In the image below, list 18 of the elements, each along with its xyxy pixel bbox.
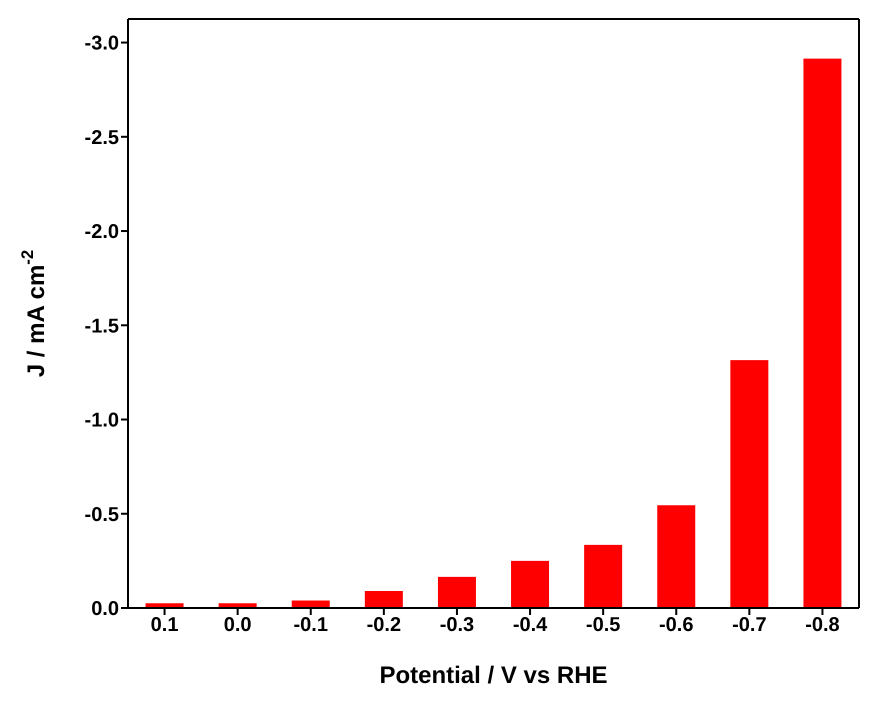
x-tick-label: -0.7 xyxy=(732,614,767,636)
x-tick-label: -0.1 xyxy=(294,614,328,636)
x-tick-label: 0.0 xyxy=(224,614,252,636)
y-tick-label: -2.0 xyxy=(84,221,119,244)
y-tick-label: -0.5 xyxy=(84,504,119,526)
x-tick-label: 0.1 xyxy=(150,614,178,636)
x-tick-label: -0.3 xyxy=(440,614,474,636)
y-tick-label: -2.5 xyxy=(84,126,119,149)
x-tick-label: -0.6 xyxy=(659,614,694,636)
y-tick-label: -3.0 xyxy=(84,32,119,55)
x-tick-label: -0.5 xyxy=(586,614,620,636)
x-tick-label: -0.8 xyxy=(805,614,840,636)
x-tick-label: -0.4 xyxy=(512,614,548,636)
y-tick-label: 0.0 xyxy=(91,598,119,620)
x-axis-title: Potential / V vs RHE xyxy=(379,662,608,689)
y-tick-label: -1.5 xyxy=(84,315,119,338)
x-tick-label: -0.2 xyxy=(366,614,402,636)
y-tick-label: -1.0 xyxy=(84,410,119,432)
